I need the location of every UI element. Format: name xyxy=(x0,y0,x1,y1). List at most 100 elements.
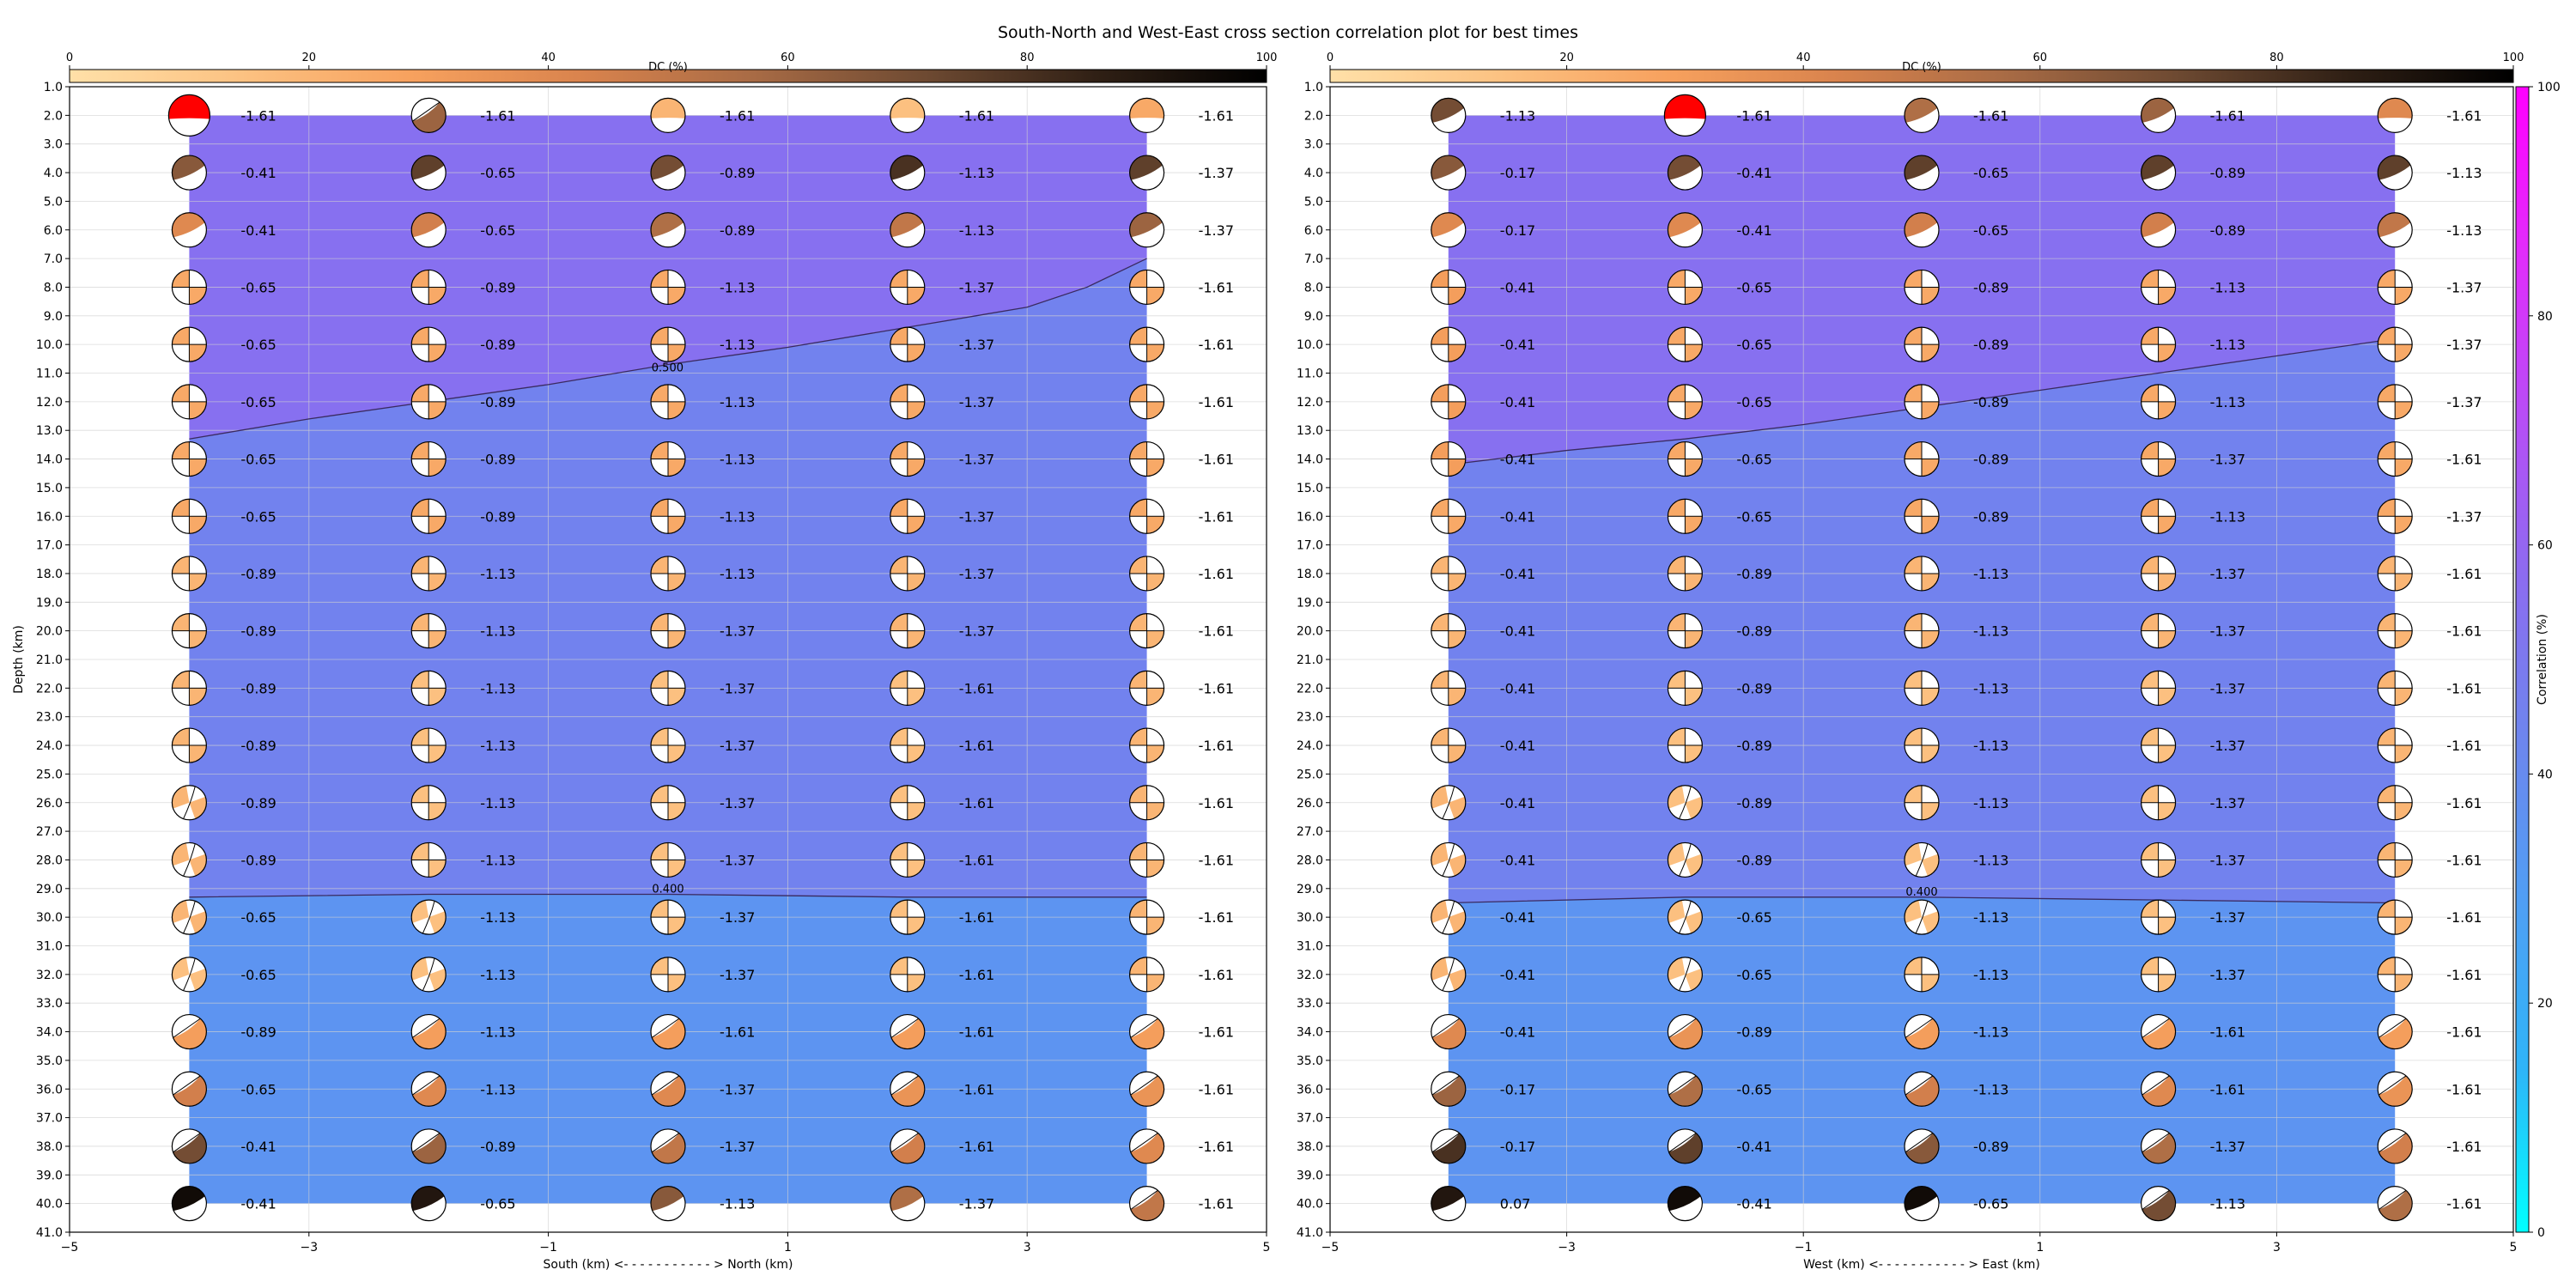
mechanism-ball xyxy=(410,1186,447,1222)
x-tick-label: 5 xyxy=(1263,1241,1271,1255)
grid-value-label: -1.13 xyxy=(480,852,515,868)
depth-tick-label: 7.0 xyxy=(44,252,63,266)
mechanism-ball xyxy=(410,326,447,362)
mechanism-ball xyxy=(2377,785,2413,821)
grid-value-label: -1.37 xyxy=(2210,623,2245,640)
grid-value-label: -1.37 xyxy=(959,337,994,353)
mechanism-ball xyxy=(171,613,207,649)
grid-value-label: -0.41 xyxy=(1500,1024,1535,1041)
grid-value-label: -1.13 xyxy=(720,394,755,410)
grid-value-label: -1.61 xyxy=(1199,680,1234,696)
grid-value-label: -0.65 xyxy=(1736,508,1771,525)
grid-value-label: -1.13 xyxy=(1973,680,2008,696)
dc-tick-label: 20 xyxy=(1559,52,1574,64)
depth-tick-label: 40.0 xyxy=(1297,1198,1323,1212)
mechanism-ball xyxy=(2141,1071,2177,1107)
grid-value-label: -0.65 xyxy=(1973,165,2008,181)
y-axis-label: Depth (km) xyxy=(12,625,26,694)
mechanism-ball xyxy=(171,670,207,706)
mechanism-ball xyxy=(2377,727,2413,763)
depth-tick-label: 11.0 xyxy=(1297,368,1323,381)
grid-value-label: -0.89 xyxy=(1736,1024,1771,1041)
mechanism-ball xyxy=(410,155,447,191)
mechanism-ball xyxy=(890,957,926,993)
mechanism-ball xyxy=(410,841,447,878)
depth-tick-label: 1.0 xyxy=(44,81,63,94)
mechanism-ball xyxy=(2377,957,2413,993)
grid-value-label: -1.61 xyxy=(959,967,994,983)
grid-value-label: 0.07 xyxy=(1500,1196,1531,1212)
depth-tick-label: 21.0 xyxy=(36,653,63,667)
mechanism-ball xyxy=(2377,841,2413,878)
depth-tick-label: 16.0 xyxy=(36,510,63,524)
mechanism-ball xyxy=(1667,498,1704,534)
mechanism-ball xyxy=(2141,613,2177,649)
depth-tick-label: 13.0 xyxy=(36,424,63,438)
grid-value-label: -0.17 xyxy=(1500,222,1535,239)
grid-value-label: -0.65 xyxy=(1973,1196,2008,1212)
mechanism-ball xyxy=(1904,212,1940,248)
grid-value-label: -0.41 xyxy=(1736,1196,1771,1212)
mechanism-ball xyxy=(1667,841,1704,878)
mechanism-ball xyxy=(1904,727,1940,763)
depth-tick-label: 20.0 xyxy=(1297,625,1323,639)
grid-value-label: -0.89 xyxy=(1973,394,2008,410)
grid-value-label: -0.65 xyxy=(1736,279,1771,295)
depth-tick-label: 4.0 xyxy=(1304,167,1323,180)
mechanism-ball xyxy=(410,957,447,993)
x-tick-label: −5 xyxy=(61,1241,79,1255)
depth-tick-label: 10.0 xyxy=(1297,338,1323,352)
mechanism-ball xyxy=(1128,384,1165,420)
grid-value-label: -0.41 xyxy=(1500,738,1535,754)
mechanism-ball xyxy=(650,613,686,649)
mechanism-ball xyxy=(1663,94,1707,137)
depth-tick-label: 32.0 xyxy=(36,969,63,982)
mechanism-ball xyxy=(1904,498,1940,534)
mechanism-ball xyxy=(171,269,207,306)
depth-tick-label: 11.0 xyxy=(36,368,63,381)
mechanism-ball xyxy=(171,1071,207,1107)
dc-colorbar-label-right: DC (%) xyxy=(1902,61,1941,74)
depth-tick-label: 41.0 xyxy=(1297,1226,1323,1240)
grid-value-label: -1.13 xyxy=(1500,107,1535,124)
depth-tick-label: 6.0 xyxy=(1304,224,1323,238)
mechanism-ball xyxy=(650,841,686,878)
mechanism-ball xyxy=(1667,1186,1704,1222)
mechanism-ball xyxy=(650,1013,686,1050)
grid-value-label: -1.37 xyxy=(2210,680,2245,696)
dc-tick-label: 100 xyxy=(1256,52,1278,64)
depth-tick-label: 27.0 xyxy=(1297,825,1323,839)
x-axis-label: West (km) <- - - - - - - - - - - > East … xyxy=(1803,1258,2040,1272)
grid-value-label: -1.13 xyxy=(2210,337,2245,353)
grid-value-label: -1.13 xyxy=(2210,394,2245,410)
mechanism-ball xyxy=(1667,785,1704,821)
grid-value-label: -1.61 xyxy=(1199,452,1234,468)
mechanism-ball xyxy=(890,1186,926,1222)
grid-value-label: -1.37 xyxy=(720,623,755,640)
depth-tick-label: 2.0 xyxy=(1304,109,1323,123)
grid-value-label: -0.65 xyxy=(480,222,515,239)
grid-value-label: -0.41 xyxy=(1500,394,1535,410)
grid-value-label: -1.61 xyxy=(959,1081,994,1097)
mechanism-ball xyxy=(410,212,447,248)
mechanism-ball xyxy=(2377,1128,2413,1164)
grid-value-label: -0.89 xyxy=(240,738,276,754)
grid-value-label: -1.61 xyxy=(2446,623,2482,640)
depth-tick-label: 40.0 xyxy=(36,1198,63,1212)
contour-line xyxy=(1448,896,2396,904)
mechanism-ball xyxy=(1431,498,1467,534)
grid-value-label: -0.17 xyxy=(1500,165,1535,181)
dc-tick-label: 100 xyxy=(2503,52,2524,64)
depth-tick-label: 24.0 xyxy=(36,739,63,753)
dc-colorbar-ticks-left: 0 20 40 60 80 100 xyxy=(66,52,1278,70)
grid-value-label: -1.61 xyxy=(2210,1024,2245,1041)
x-tick-label: 3 xyxy=(2273,1241,2281,1255)
grid-value-label: -0.65 xyxy=(240,967,276,983)
mechanism-ball xyxy=(650,212,686,248)
grid-value-label: -1.37 xyxy=(2210,566,2245,582)
mechanism-ball xyxy=(1904,269,1940,306)
x-tick-label: −3 xyxy=(300,1241,318,1255)
grid-value-label: -1.61 xyxy=(1199,107,1234,124)
mechanism-ball xyxy=(2377,440,2413,477)
mechanism-ball xyxy=(1904,841,1940,878)
